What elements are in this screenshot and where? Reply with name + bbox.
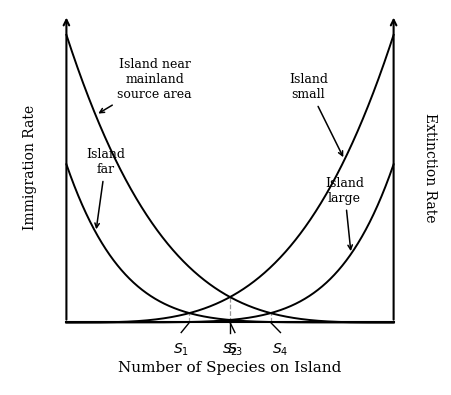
Text: Number of Species on Island: Number of Species on Island [118, 361, 342, 375]
Text: Extinction Rate: Extinction Rate [423, 113, 437, 223]
Text: Immigration Rate: Immigration Rate [23, 105, 37, 230]
Text: Island near
mainland
source area: Island near mainland source area [100, 58, 192, 113]
Text: Island
large: Island large [325, 177, 364, 250]
Text: Island
far: Island far [86, 148, 125, 228]
Text: $S_4$: $S_4$ [272, 341, 289, 358]
Text: $S_1$: $S_1$ [173, 341, 189, 358]
Text: Island
small: Island small [289, 73, 343, 156]
Text: $S_3$: $S_3$ [227, 341, 243, 358]
Text: $S_2$: $S_2$ [222, 341, 238, 358]
